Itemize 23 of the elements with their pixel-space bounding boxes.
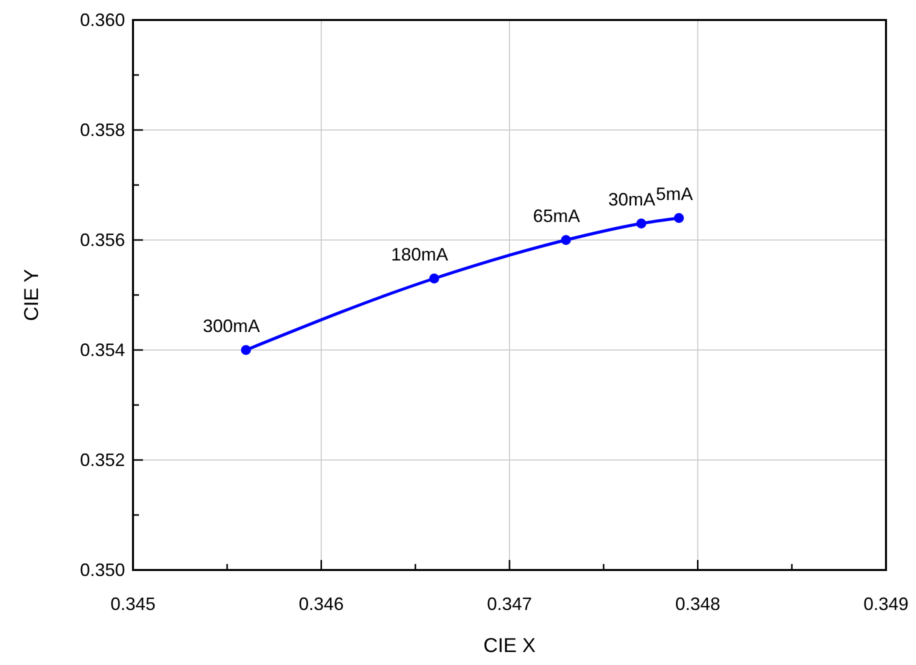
x-tick-label: 0.346 xyxy=(298,594,344,614)
y-tick-label: 0.356 xyxy=(80,230,125,250)
point xyxy=(636,218,646,228)
y-axis-title: CIE Y xyxy=(21,269,43,321)
y-tick-label: 0.360 xyxy=(80,10,125,30)
annotation: 65mA xyxy=(532,206,580,226)
annotation: 180mA xyxy=(391,244,448,264)
point xyxy=(560,235,571,245)
x-tick-label: 0.345 xyxy=(110,594,156,614)
point xyxy=(674,213,684,223)
point xyxy=(429,274,440,284)
point xyxy=(240,345,251,355)
annotation: 30mA xyxy=(608,190,656,210)
y-tick-label: 0.358 xyxy=(80,120,125,140)
x-tick-label: 0.348 xyxy=(675,594,720,614)
annotation: 5mA xyxy=(656,184,693,204)
x-axis-title: CIE X xyxy=(483,635,536,657)
y-tick-label: 0.354 xyxy=(80,340,125,360)
y-tick-label: 0.350 xyxy=(80,560,125,580)
annotation: 300mA xyxy=(202,316,260,336)
x-tick-label: 0.347 xyxy=(486,594,532,614)
y-tick-label: 0.352 xyxy=(80,450,125,470)
x-tick-label: 0.349 xyxy=(863,594,909,614)
